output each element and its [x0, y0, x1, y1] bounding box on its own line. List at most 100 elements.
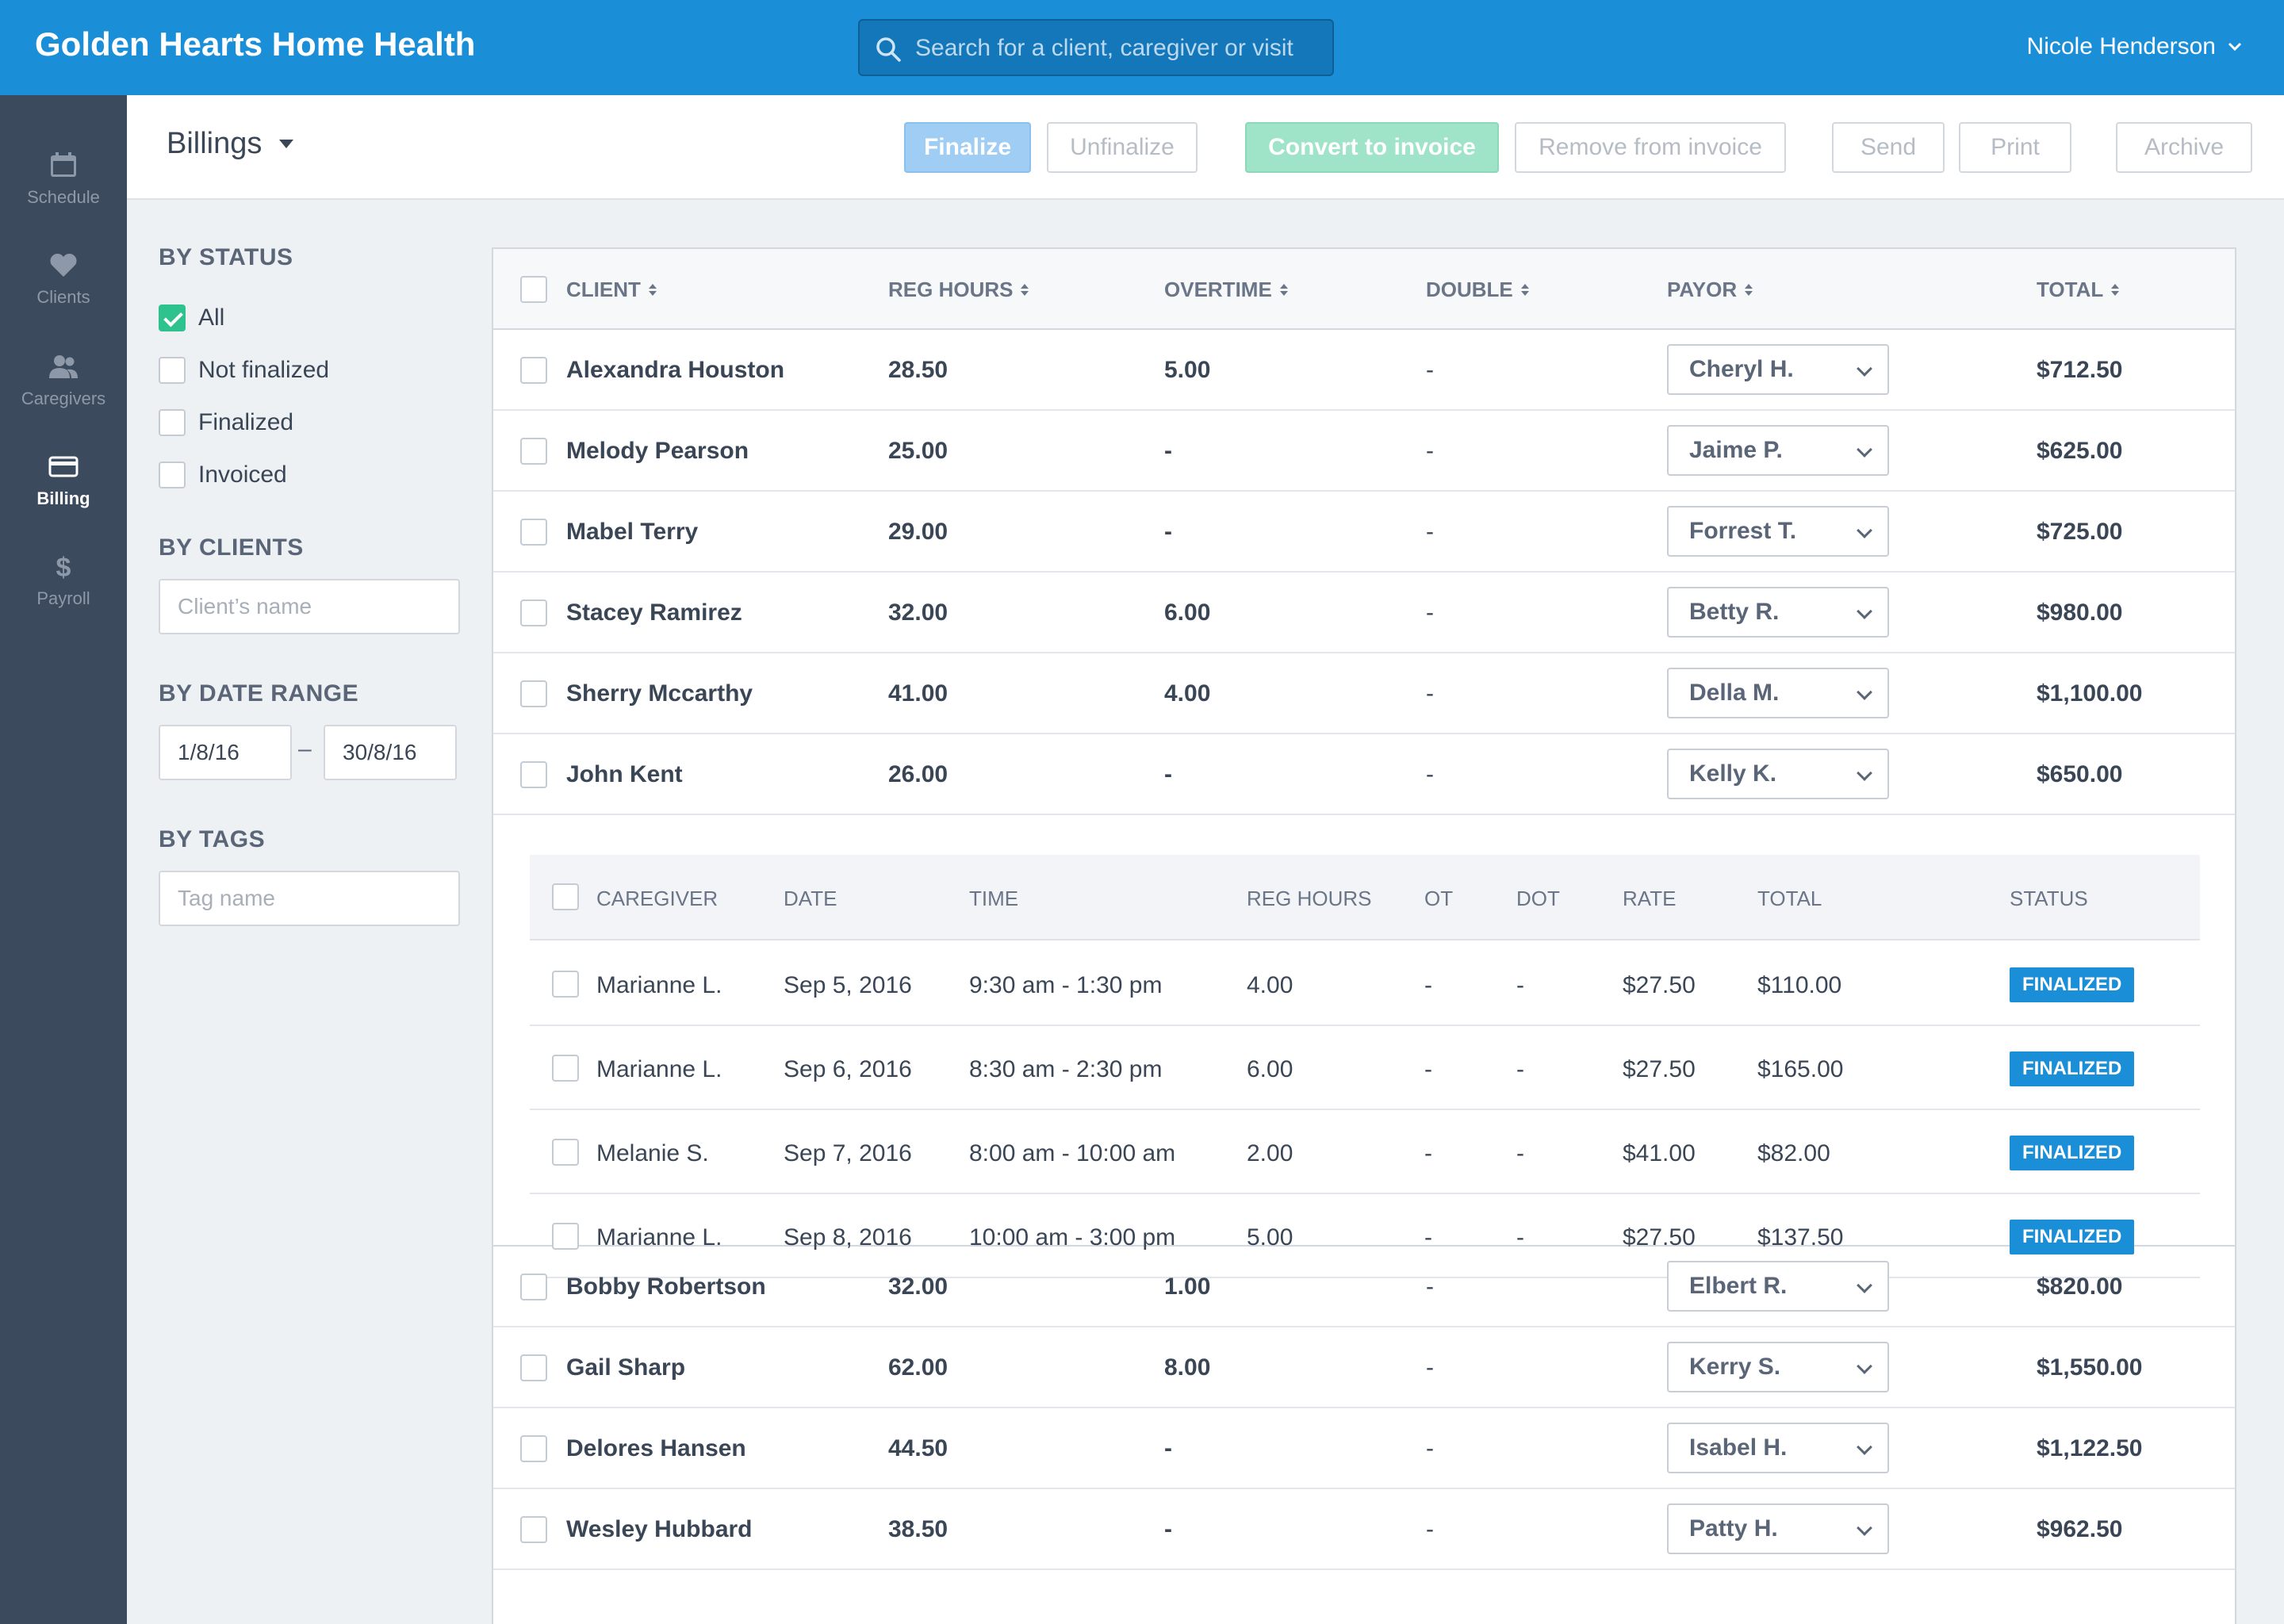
payor-select[interactable]: Betty R. — [1667, 587, 1889, 638]
table-row[interactable]: Melody Pearson 25.00 - - Jaime P. $625.00 — [493, 411, 2235, 492]
row-checkbox[interactable] — [552, 1055, 579, 1082]
finalize-button[interactable]: Finalize — [904, 122, 1031, 173]
overtime: - — [1164, 761, 1172, 787]
table-row[interactable]: Gail Sharp 62.00 8.00 - Kerry S. $1,550.00 — [493, 1327, 2235, 1408]
visit-rate: $27.50 — [1623, 972, 1696, 998]
payor-value: Kelly K. — [1689, 760, 1777, 787]
column-header-total[interactable]: TOTAL — [2037, 278, 2120, 302]
row-checkbox[interactable] — [520, 357, 547, 384]
print-button[interactable]: Print — [1959, 122, 2071, 173]
client-name[interactable]: Wesley Hubbard — [566, 1516, 753, 1542]
tags-filter-heading: BY TAGS — [159, 826, 266, 852]
client-name[interactable]: Sherry Mccarthy — [566, 680, 753, 707]
date-to-input[interactable] — [324, 725, 457, 780]
payor-select[interactable]: Cheryl H. — [1667, 344, 1889, 395]
column-header-payor[interactable]: PAYOR — [1667, 278, 1753, 302]
visit-row[interactable]: Melanie S. Sep 7, 2016 8:00 am - 10:00 am 2… — [530, 1110, 2200, 1194]
checkbox[interactable] — [159, 304, 186, 331]
visit-row[interactable]: Marianne L. Sep 5, 2016 9:30 am - 1:30 pm 4… — [530, 942, 2200, 1026]
app-title[interactable]: Golden Hearts Home Health — [35, 25, 476, 63]
status-option-finalized[interactable]: Finalized — [159, 409, 293, 436]
select-all-checkbox[interactable] — [520, 276, 547, 303]
payor-select[interactable]: Isabel H. — [1667, 1423, 1889, 1473]
nav-item-billing[interactable]: Billing — [0, 452, 127, 539]
column-header-double[interactable]: DOUBLE — [1426, 278, 1529, 302]
checkbox[interactable] — [159, 462, 186, 488]
visit-time: 10:00 am - 3:00 pm — [969, 1224, 1176, 1251]
row-checkbox[interactable] — [520, 1354, 547, 1381]
payor-select[interactable]: Jaime P. — [1667, 425, 1889, 476]
overtime: 6.00 — [1164, 599, 1211, 626]
client-name-input[interactable] — [159, 579, 460, 634]
search-box[interactable] — [858, 19, 1334, 76]
status-option-all[interactable]: All — [159, 304, 224, 331]
nav-item-schedule[interactable]: Schedule — [0, 151, 127, 238]
status-option-invoiced[interactable]: Invoiced — [159, 462, 287, 488]
chevron-down-icon — [1857, 603, 1872, 619]
visit-row[interactable]: Marianne L. Sep 8, 2016 10:00 am - 3:00 pm… — [530, 1194, 2200, 1278]
nav-item-clients[interactable]: Clients — [0, 251, 127, 338]
client-name[interactable]: Stacey Ramirez — [566, 599, 742, 626]
payor-select[interactable]: Della M. — [1667, 668, 1889, 718]
nav-item-payroll[interactable]: $ Payroll — [0, 552, 127, 639]
visit-row[interactable]: Marianne L. Sep 6, 2016 8:30 am - 2:30 pm 6… — [530, 1026, 2200, 1110]
table-row[interactable]: John Kent 26.00 - - Kelly K. $650.00 — [493, 734, 2235, 815]
column-header-client[interactable]: CLIENT — [566, 278, 657, 302]
send-button[interactable]: Send — [1832, 122, 1945, 173]
client-name[interactable]: Alexandra Houston — [566, 357, 785, 383]
user-menu[interactable]: Nicole Henderson — [2027, 33, 2243, 60]
row-checkbox[interactable] — [552, 1139, 579, 1166]
visit-ot: - — [1424, 1224, 1432, 1251]
convert-to-invoice-button[interactable]: Convert to invoice — [1245, 122, 1499, 173]
nav-item-caregivers[interactable]: Caregivers — [0, 352, 127, 439]
client-name[interactable]: Gail Sharp — [566, 1354, 686, 1381]
remove-from-invoice-button[interactable]: Remove from invoice — [1515, 122, 1786, 173]
column-header-reg-hours[interactable]: REG HOURS — [888, 278, 1029, 302]
page-title-dropdown[interactable]: Billings — [167, 127, 294, 161]
table-row[interactable]: Alexandra Houston 28.50 5.00 - Cheryl H. $712… — [493, 330, 2235, 411]
select-all-visits-checkbox[interactable] — [552, 883, 579, 910]
row-checkbox[interactable] — [520, 519, 547, 546]
payor-select[interactable]: Kelly K. — [1667, 749, 1889, 799]
client-name[interactable]: Bobby Robertson — [566, 1274, 766, 1300]
client-name[interactable]: Delores Hansen — [566, 1435, 746, 1461]
table-row[interactable]: Mabel Terry 29.00 - - Forrest T. $725.00 — [493, 492, 2235, 573]
row-checkbox[interactable] — [552, 1223, 579, 1250]
overtime: - — [1164, 1516, 1172, 1542]
nav-label-schedule: Schedule — [27, 187, 100, 207]
payor-select[interactable]: Elbert R. — [1667, 1261, 1889, 1312]
row-checkbox[interactable] — [520, 761, 547, 788]
row-checkbox[interactable] — [520, 680, 547, 707]
payor-select[interactable]: Patty H. — [1667, 1503, 1889, 1554]
row-checkbox[interactable] — [520, 1516, 547, 1543]
row-total: $712.50 — [2037, 357, 2123, 383]
column-header-overtime[interactable]: OVERTIME — [1164, 278, 1288, 302]
table-row[interactable]: Bobby Robertson 32.00 1.00 - Elbert R. $820.0… — [493, 1247, 2235, 1327]
visit-total: $137.50 — [1757, 1224, 1844, 1251]
row-checkbox[interactable] — [552, 971, 579, 998]
client-name[interactable]: Mabel Terry — [566, 519, 699, 545]
table-row[interactable]: Sherry Mccarthy 41.00 4.00 - Della M. $1,100.… — [493, 653, 2235, 734]
date-from-input[interactable] — [159, 725, 292, 780]
table-row[interactable]: Stacey Ramirez 32.00 6.00 - Betty R. $980.00 — [493, 573, 2235, 653]
row-checkbox[interactable] — [520, 1435, 547, 1462]
status-option-not-finalized[interactable]: Not finalized — [159, 357, 329, 384]
archive-button[interactable]: Archive — [2116, 122, 2252, 173]
client-name[interactable]: Melody Pearson — [566, 438, 749, 464]
row-total: $1,100.00 — [2037, 680, 2143, 707]
payor-select[interactable]: Forrest T. — [1667, 506, 1889, 557]
payor-select[interactable]: Kerry S. — [1667, 1342, 1889, 1392]
search-input[interactable] — [915, 30, 1320, 67]
tag-name-input[interactable] — [159, 871, 460, 926]
checkbox[interactable] — [159, 357, 186, 384]
unfinalize-button[interactable]: Unfinalize — [1047, 122, 1198, 173]
row-checkbox[interactable] — [520, 438, 547, 465]
nav-label-billing: Billing — [36, 488, 90, 508]
row-checkbox[interactable] — [520, 1274, 547, 1300]
row-checkbox[interactable] — [520, 599, 547, 626]
table-row[interactable]: Delores Hansen 44.50 - - Isabel H. $1,122.50 — [493, 1408, 2235, 1489]
visit-dot: - — [1516, 1056, 1524, 1082]
table-row[interactable]: Wesley Hubbard 38.50 - - Patty H. $962.50 — [493, 1489, 2235, 1570]
checkbox[interactable] — [159, 409, 186, 436]
client-name[interactable]: John Kent — [566, 761, 683, 787]
